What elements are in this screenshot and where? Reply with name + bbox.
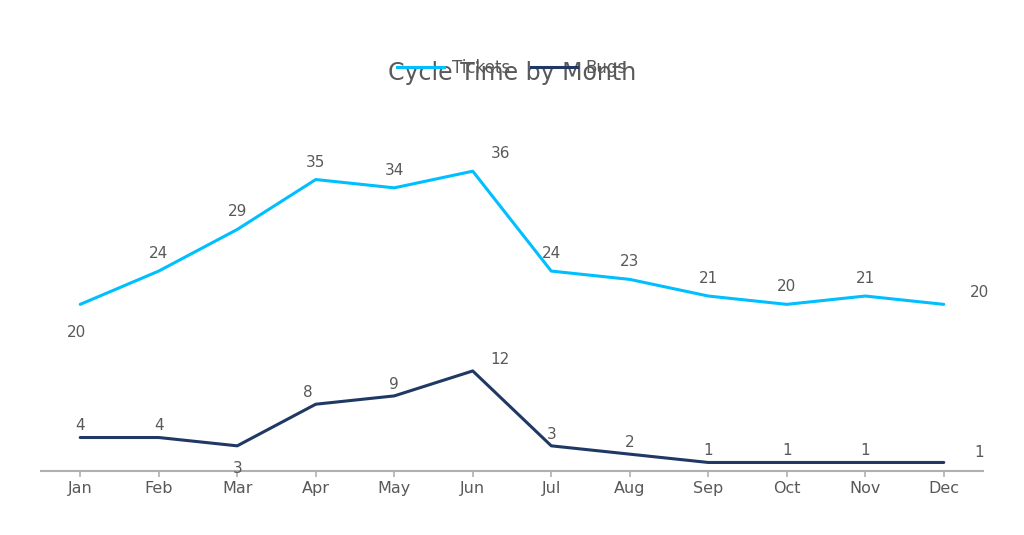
Text: 4: 4	[76, 418, 85, 433]
Bugs	[859, 459, 871, 465]
Text: 34: 34	[385, 163, 403, 178]
Text: 2: 2	[625, 435, 635, 450]
Text: 1: 1	[703, 444, 713, 458]
Text: 9: 9	[389, 377, 399, 392]
Text: 21: 21	[856, 271, 874, 286]
Text: 3: 3	[232, 461, 242, 476]
Text: 20: 20	[777, 279, 797, 294]
Bugs	[545, 442, 557, 449]
Tickets	[74, 301, 86, 308]
Text: 24: 24	[542, 246, 561, 261]
Line: Bugs: Bugs	[80, 371, 944, 462]
Bugs	[624, 451, 636, 457]
Line: Tickets: Tickets	[80, 171, 944, 304]
Text: 21: 21	[698, 271, 718, 286]
Text: 12: 12	[490, 352, 510, 367]
Legend: Tickets, Bugs: Tickets, Bugs	[391, 52, 633, 83]
Bugs	[702, 459, 715, 465]
Text: 24: 24	[150, 246, 168, 261]
Tickets	[231, 226, 244, 233]
Text: 23: 23	[621, 255, 639, 270]
Bugs	[388, 393, 400, 399]
Tickets	[388, 185, 400, 191]
Title: Cycle Time by Month: Cycle Time by Month	[388, 60, 636, 85]
Text: 1: 1	[782, 444, 792, 458]
Tickets	[780, 301, 793, 308]
Tickets	[859, 293, 871, 299]
Tickets	[309, 177, 322, 183]
Bugs	[231, 442, 244, 449]
Text: 4: 4	[154, 418, 164, 433]
Text: 20: 20	[67, 325, 86, 340]
Text: 20: 20	[970, 285, 989, 300]
Text: 1: 1	[860, 444, 870, 458]
Text: 29: 29	[227, 204, 247, 219]
Bugs	[74, 434, 86, 441]
Text: 1: 1	[974, 445, 984, 460]
Bugs	[467, 368, 479, 374]
Text: 3: 3	[547, 427, 556, 442]
Text: 8: 8	[303, 385, 312, 400]
Tickets	[938, 301, 950, 308]
Bugs	[938, 459, 950, 465]
Bugs	[780, 459, 793, 465]
Bugs	[153, 434, 165, 441]
Tickets	[467, 168, 479, 174]
Tickets	[153, 268, 165, 274]
Bugs	[309, 401, 322, 408]
Tickets	[702, 293, 715, 299]
Tickets	[624, 276, 636, 282]
Tickets	[545, 268, 557, 274]
Text: 36: 36	[490, 146, 510, 161]
Text: 35: 35	[306, 155, 326, 170]
